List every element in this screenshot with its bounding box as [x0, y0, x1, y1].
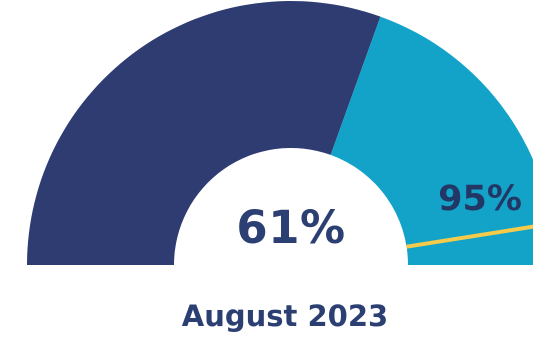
gauge-target-marker — [406, 224, 533, 249]
gauge-period-label: August 2023 — [181, 299, 389, 333]
gauge-value-label: 61% — [236, 201, 346, 254]
gauge-remaining-segment — [330, 16, 533, 265]
gauge-target-label: 95% — [438, 179, 522, 219]
gauge-value-segment — [27, 1, 381, 266]
